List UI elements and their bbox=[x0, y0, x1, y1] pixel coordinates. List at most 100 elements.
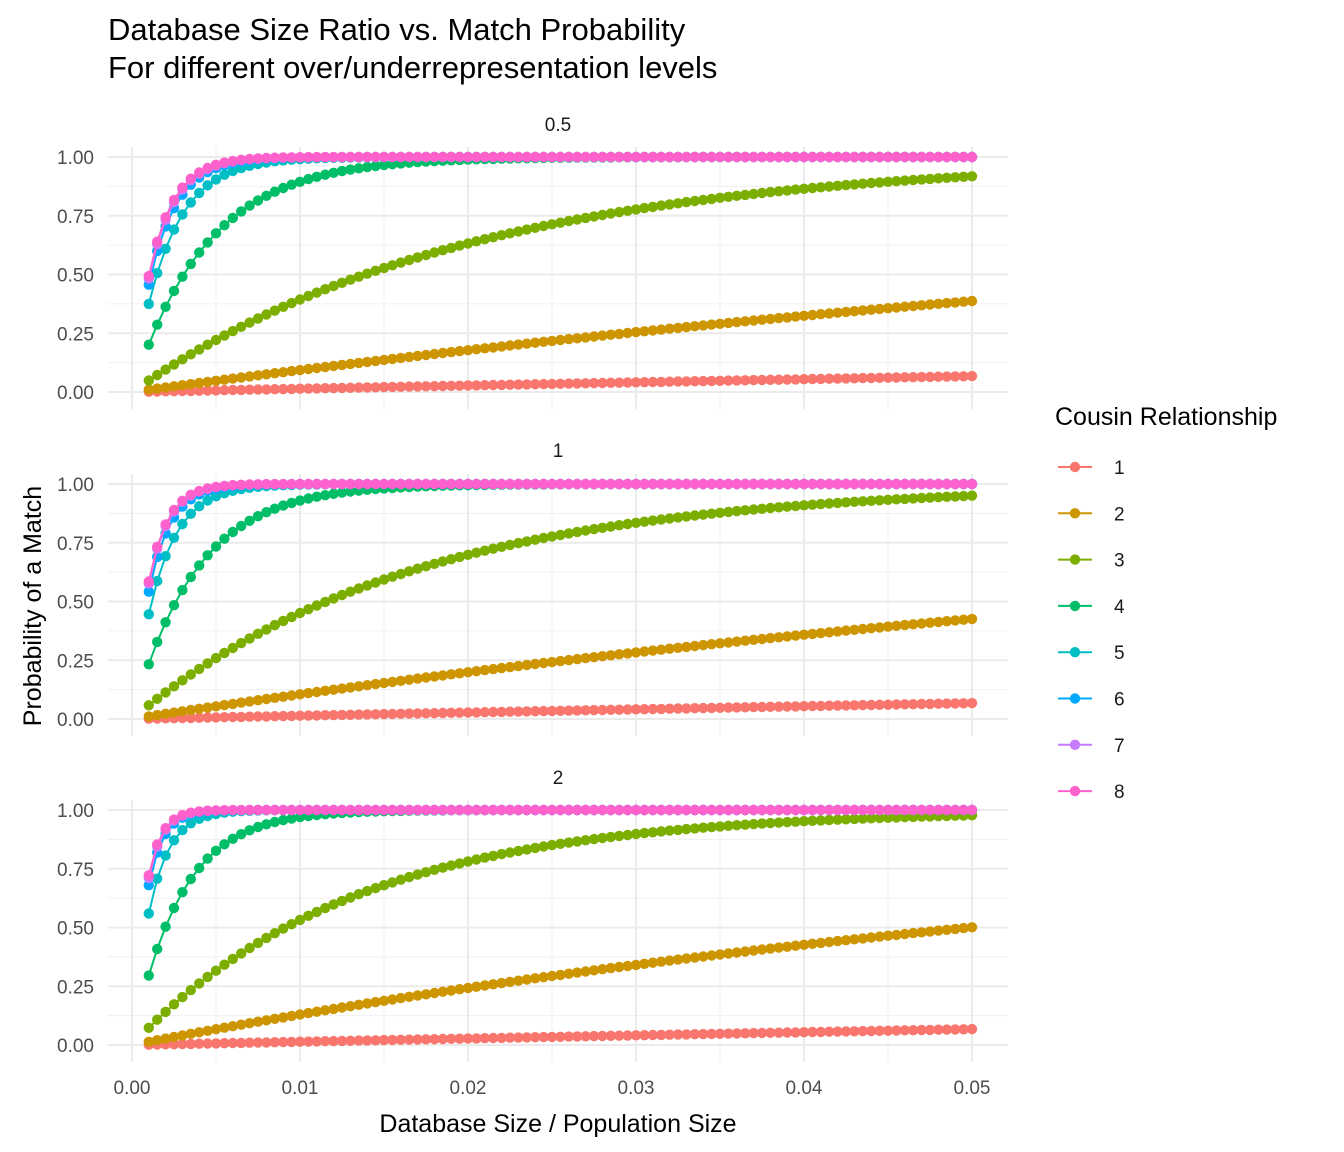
data-point bbox=[471, 547, 482, 558]
data-point bbox=[320, 169, 331, 180]
data-point bbox=[210, 228, 222, 239]
data-point bbox=[630, 704, 642, 715]
data-point bbox=[908, 699, 919, 710]
data-point bbox=[731, 316, 742, 328]
data-point bbox=[614, 830, 625, 842]
data-point bbox=[194, 1038, 205, 1049]
data-point bbox=[698, 702, 709, 714]
data-point bbox=[563, 333, 574, 345]
data-point bbox=[252, 821, 264, 833]
data-point bbox=[849, 306, 860, 317]
data-point bbox=[941, 616, 952, 627]
data-point bbox=[446, 985, 457, 996]
data-point bbox=[656, 151, 667, 163]
data-point bbox=[824, 1026, 835, 1037]
data-point bbox=[630, 959, 642, 971]
data-point bbox=[672, 804, 684, 816]
legend-item-5: 5 bbox=[1058, 643, 1125, 664]
data-point bbox=[689, 376, 700, 387]
data-point bbox=[219, 157, 230, 168]
data-point bbox=[210, 174, 222, 185]
data-point bbox=[597, 964, 608, 975]
data-point bbox=[454, 380, 465, 391]
data-point bbox=[740, 375, 751, 386]
data-point bbox=[588, 965, 600, 976]
data-point bbox=[177, 584, 188, 596]
data-point bbox=[773, 632, 784, 643]
data-point bbox=[941, 1024, 952, 1035]
data-point bbox=[824, 814, 835, 826]
data-point bbox=[143, 270, 154, 282]
data-point bbox=[622, 960, 633, 972]
data-point bbox=[933, 804, 944, 816]
data-point bbox=[286, 383, 297, 395]
data-point bbox=[387, 381, 398, 393]
data-point bbox=[278, 814, 289, 826]
data-point bbox=[521, 224, 532, 235]
data-point bbox=[605, 521, 616, 532]
data-point bbox=[798, 939, 810, 950]
data-point bbox=[202, 483, 213, 494]
data-point bbox=[849, 151, 860, 163]
data-point bbox=[815, 700, 826, 712]
data-point bbox=[605, 962, 616, 974]
data-point bbox=[420, 867, 432, 878]
data-point bbox=[840, 625, 852, 636]
data-point bbox=[378, 381, 390, 393]
data-point bbox=[219, 169, 230, 180]
data-point bbox=[572, 804, 583, 816]
data-point bbox=[446, 242, 457, 254]
data-point bbox=[899, 493, 910, 505]
data-point bbox=[521, 659, 532, 671]
data-point bbox=[782, 374, 793, 385]
data-point bbox=[639, 151, 650, 163]
data-point bbox=[656, 804, 667, 816]
data-point bbox=[404, 708, 415, 719]
data-point bbox=[622, 327, 633, 339]
data-point bbox=[773, 478, 784, 490]
data-point bbox=[672, 198, 684, 209]
data-point bbox=[336, 382, 348, 394]
data-point bbox=[614, 804, 625, 816]
data-point bbox=[219, 839, 230, 850]
data-point bbox=[429, 558, 440, 569]
data-point bbox=[723, 151, 734, 163]
data-point bbox=[185, 669, 196, 680]
data-point bbox=[462, 380, 474, 391]
data-point bbox=[647, 151, 658, 163]
data-point bbox=[950, 491, 961, 502]
data-point bbox=[866, 1025, 877, 1037]
data-point bbox=[479, 664, 490, 676]
data-point bbox=[538, 336, 549, 347]
data-point bbox=[429, 478, 440, 490]
data-point bbox=[723, 1028, 734, 1039]
data-point bbox=[152, 541, 163, 552]
data-point bbox=[286, 478, 297, 490]
data-point bbox=[656, 956, 667, 967]
data-point bbox=[588, 833, 600, 845]
data-point bbox=[513, 379, 524, 390]
data-point bbox=[496, 151, 507, 163]
data-point bbox=[714, 804, 726, 816]
data-point bbox=[152, 1014, 163, 1025]
series-4 bbox=[143, 478, 978, 670]
data-point bbox=[546, 970, 558, 982]
data-point bbox=[916, 300, 927, 311]
data-point bbox=[336, 359, 348, 371]
data-point bbox=[328, 488, 339, 499]
data-point bbox=[177, 1030, 188, 1041]
data-point bbox=[656, 1029, 667, 1041]
data-point bbox=[530, 151, 541, 163]
data-point bbox=[210, 805, 222, 816]
data-point bbox=[950, 478, 961, 490]
data-point bbox=[630, 828, 642, 840]
data-point bbox=[219, 699, 230, 711]
data-point bbox=[236, 948, 247, 959]
data-point bbox=[320, 1036, 331, 1047]
data-point bbox=[227, 1037, 238, 1049]
data-point bbox=[286, 690, 297, 701]
data-point bbox=[723, 478, 734, 490]
data-point bbox=[723, 375, 734, 386]
data-point bbox=[849, 934, 860, 945]
